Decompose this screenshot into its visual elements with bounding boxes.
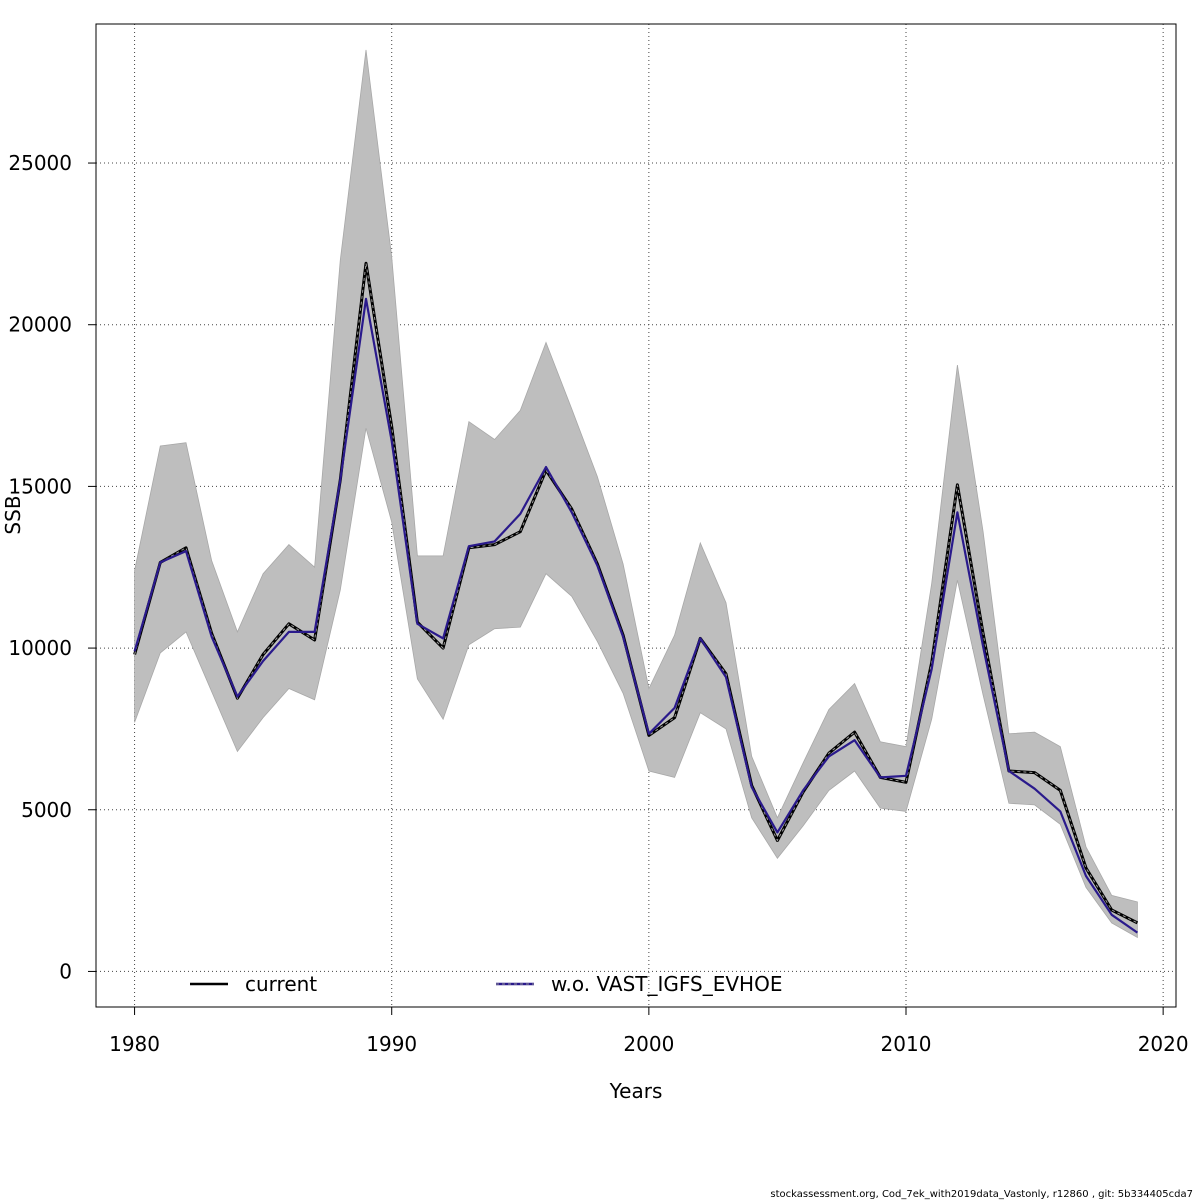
y-tick-label: 20000 [8,313,72,337]
x-axis: 1980 1990 2000 2010 2020 [109,1007,1189,1056]
y-tick-label: 15000 [8,474,72,498]
footer-text: stockassessment.org, Cod_7ek_with2019dat… [770,1189,1193,1200]
confidence-band-layer [134,49,1138,939]
plot-frame [95,23,1177,1008]
legend-label-wo-vast: w.o. VAST_IGFS_EVHOE [551,972,782,996]
x-tick-label: 1980 [109,1032,160,1056]
legend-label-current: current [245,972,317,996]
x-tick-label: 2020 [1138,1032,1189,1056]
y-tick-label: 10000 [8,636,72,660]
y-tick-label: 5000 [21,798,72,822]
confidence-band [134,49,1138,939]
x-tick-label: 1990 [366,1032,417,1056]
legend: current w.o. VAST_IGFS_EVHOE [190,972,782,996]
grid [96,24,1176,1007]
x-axis-title: Years [609,1079,663,1103]
y-axis: 0 5000 10000 15000 20000 25000 [8,151,96,983]
series-layer [133,261,1139,934]
y-axis-title: SSB [1,495,25,534]
series-line-wo-vast [133,297,1139,934]
x-tick-label: 2010 [881,1032,932,1056]
x-tick-label: 2000 [623,1032,674,1056]
y-tick-label: 25000 [8,151,72,175]
y-tick-label: 0 [59,959,72,983]
